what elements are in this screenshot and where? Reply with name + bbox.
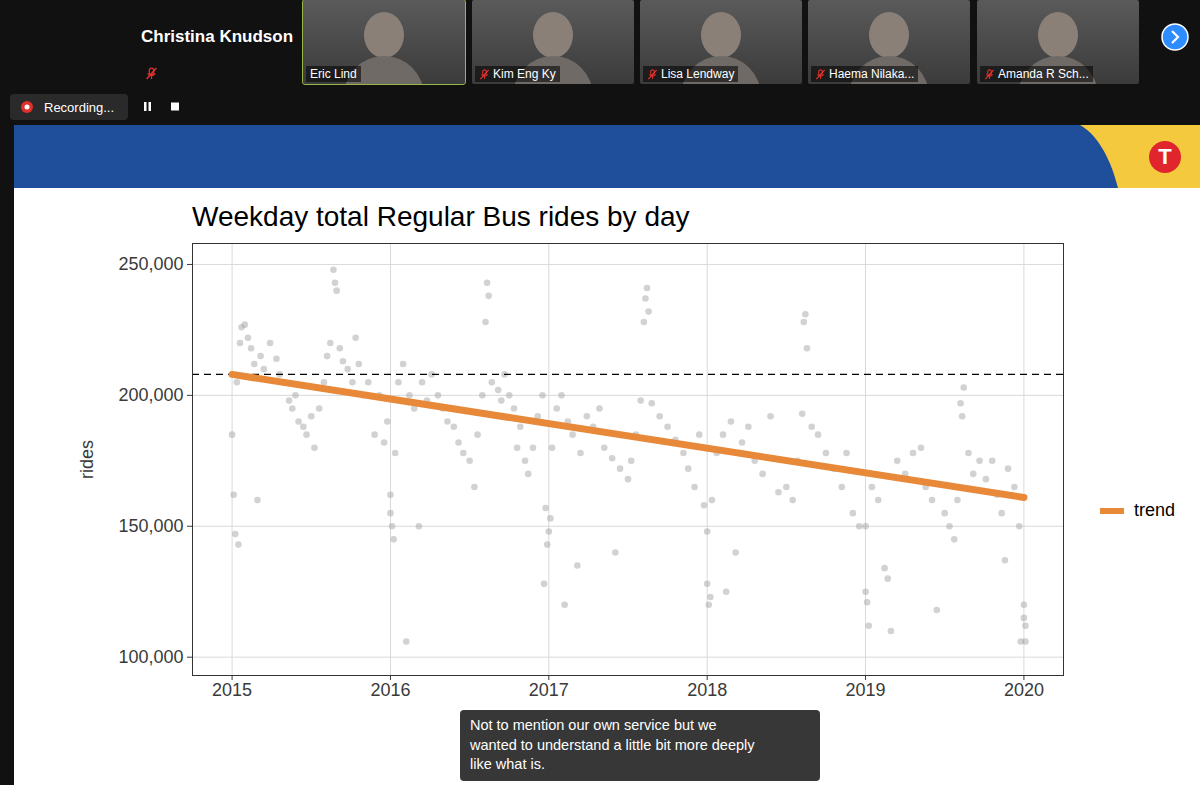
html-text:Kim Eng Ky: Kim Eng Ky [493,67,556,81]
html-text:trend: trend [1134,500,1175,520]
svg-text:2018: 2018 [687,680,727,700]
html-text:Lisa Lendway: Lisa Lendway [661,67,735,81]
svg-text:2020: 2020 [1004,680,1044,700]
svg-text:rides: rides [77,440,97,479]
svg-text:150,000: 150,000 [118,516,183,536]
svg-text:2016: 2016 [370,680,410,700]
html-text:Haema Nilaka...: Haema Nilaka... [829,67,915,81]
svg-text:200,000: 200,000 [118,385,183,405]
html-text:Weekday total Regular Bus ride: Weekday total Regular Bus rides by day [192,201,690,232]
svg-text:2015: 2015 [212,680,252,700]
html-text:Amanda R Sch...: Amanda R Sch... [998,67,1089,81]
svg-text:2019: 2019 [846,680,886,700]
svg-text:250,000: 250,000 [118,254,183,274]
html-text:wanted to understand a little: wanted to understand a little bit more d… [470,736,755,753]
html-text:Not to mention our own service: Not to mention our own service but we [470,717,717,733]
html-text:Recording...: Recording... [44,99,115,115]
html-text:T: T [1158,144,1172,169]
html-text:Eric Lind: Eric Lind [310,67,357,81]
html-text:like what is.: like what is. [470,756,545,772]
svg-text:100,000: 100,000 [118,647,183,667]
svg-text:2017: 2017 [529,680,569,700]
html-text:Christina Knudson: Christina Knudson [141,27,294,46]
